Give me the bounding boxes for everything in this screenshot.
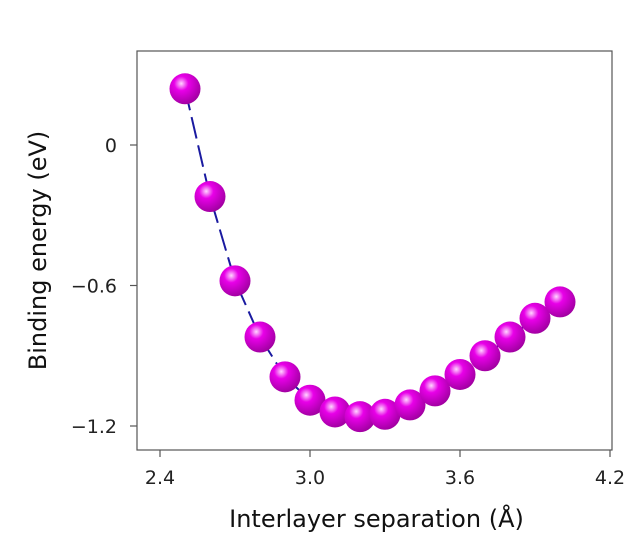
data-point xyxy=(394,389,426,421)
data-point xyxy=(194,181,226,213)
y-axis-label: Binding energy (eV) xyxy=(24,131,52,370)
data-point xyxy=(494,321,526,353)
y-tick-label: −0.6 xyxy=(71,276,117,298)
data-point xyxy=(244,321,276,353)
x-tick-label: 4.2 xyxy=(595,467,625,489)
plot-frame xyxy=(136,50,613,451)
y-tick-label: 0 xyxy=(105,135,117,157)
data-point xyxy=(169,73,201,105)
data-point xyxy=(519,302,551,334)
x-tick-label: 3.0 xyxy=(295,467,325,489)
x-tick-label: 2.4 xyxy=(145,467,175,489)
axis-layer: 2.4 3.0 3.6 4.2 0 −0.6 −1.2 xyxy=(71,135,625,489)
x-tick-label: 3.6 xyxy=(445,467,475,489)
data-point xyxy=(344,401,376,433)
series-line xyxy=(184,88,561,418)
data-point xyxy=(444,358,476,390)
data-point xyxy=(269,361,301,393)
data-point xyxy=(419,375,451,407)
series-layer xyxy=(169,73,576,433)
data-point xyxy=(319,396,351,428)
data-point xyxy=(544,286,576,318)
data-point xyxy=(369,398,401,430)
data-point xyxy=(294,384,326,416)
y-tick-label: −1.2 xyxy=(71,416,117,438)
x-axis-label: Interlayer separation (Å) xyxy=(229,504,524,533)
data-point xyxy=(469,340,501,372)
data-point xyxy=(219,265,251,297)
